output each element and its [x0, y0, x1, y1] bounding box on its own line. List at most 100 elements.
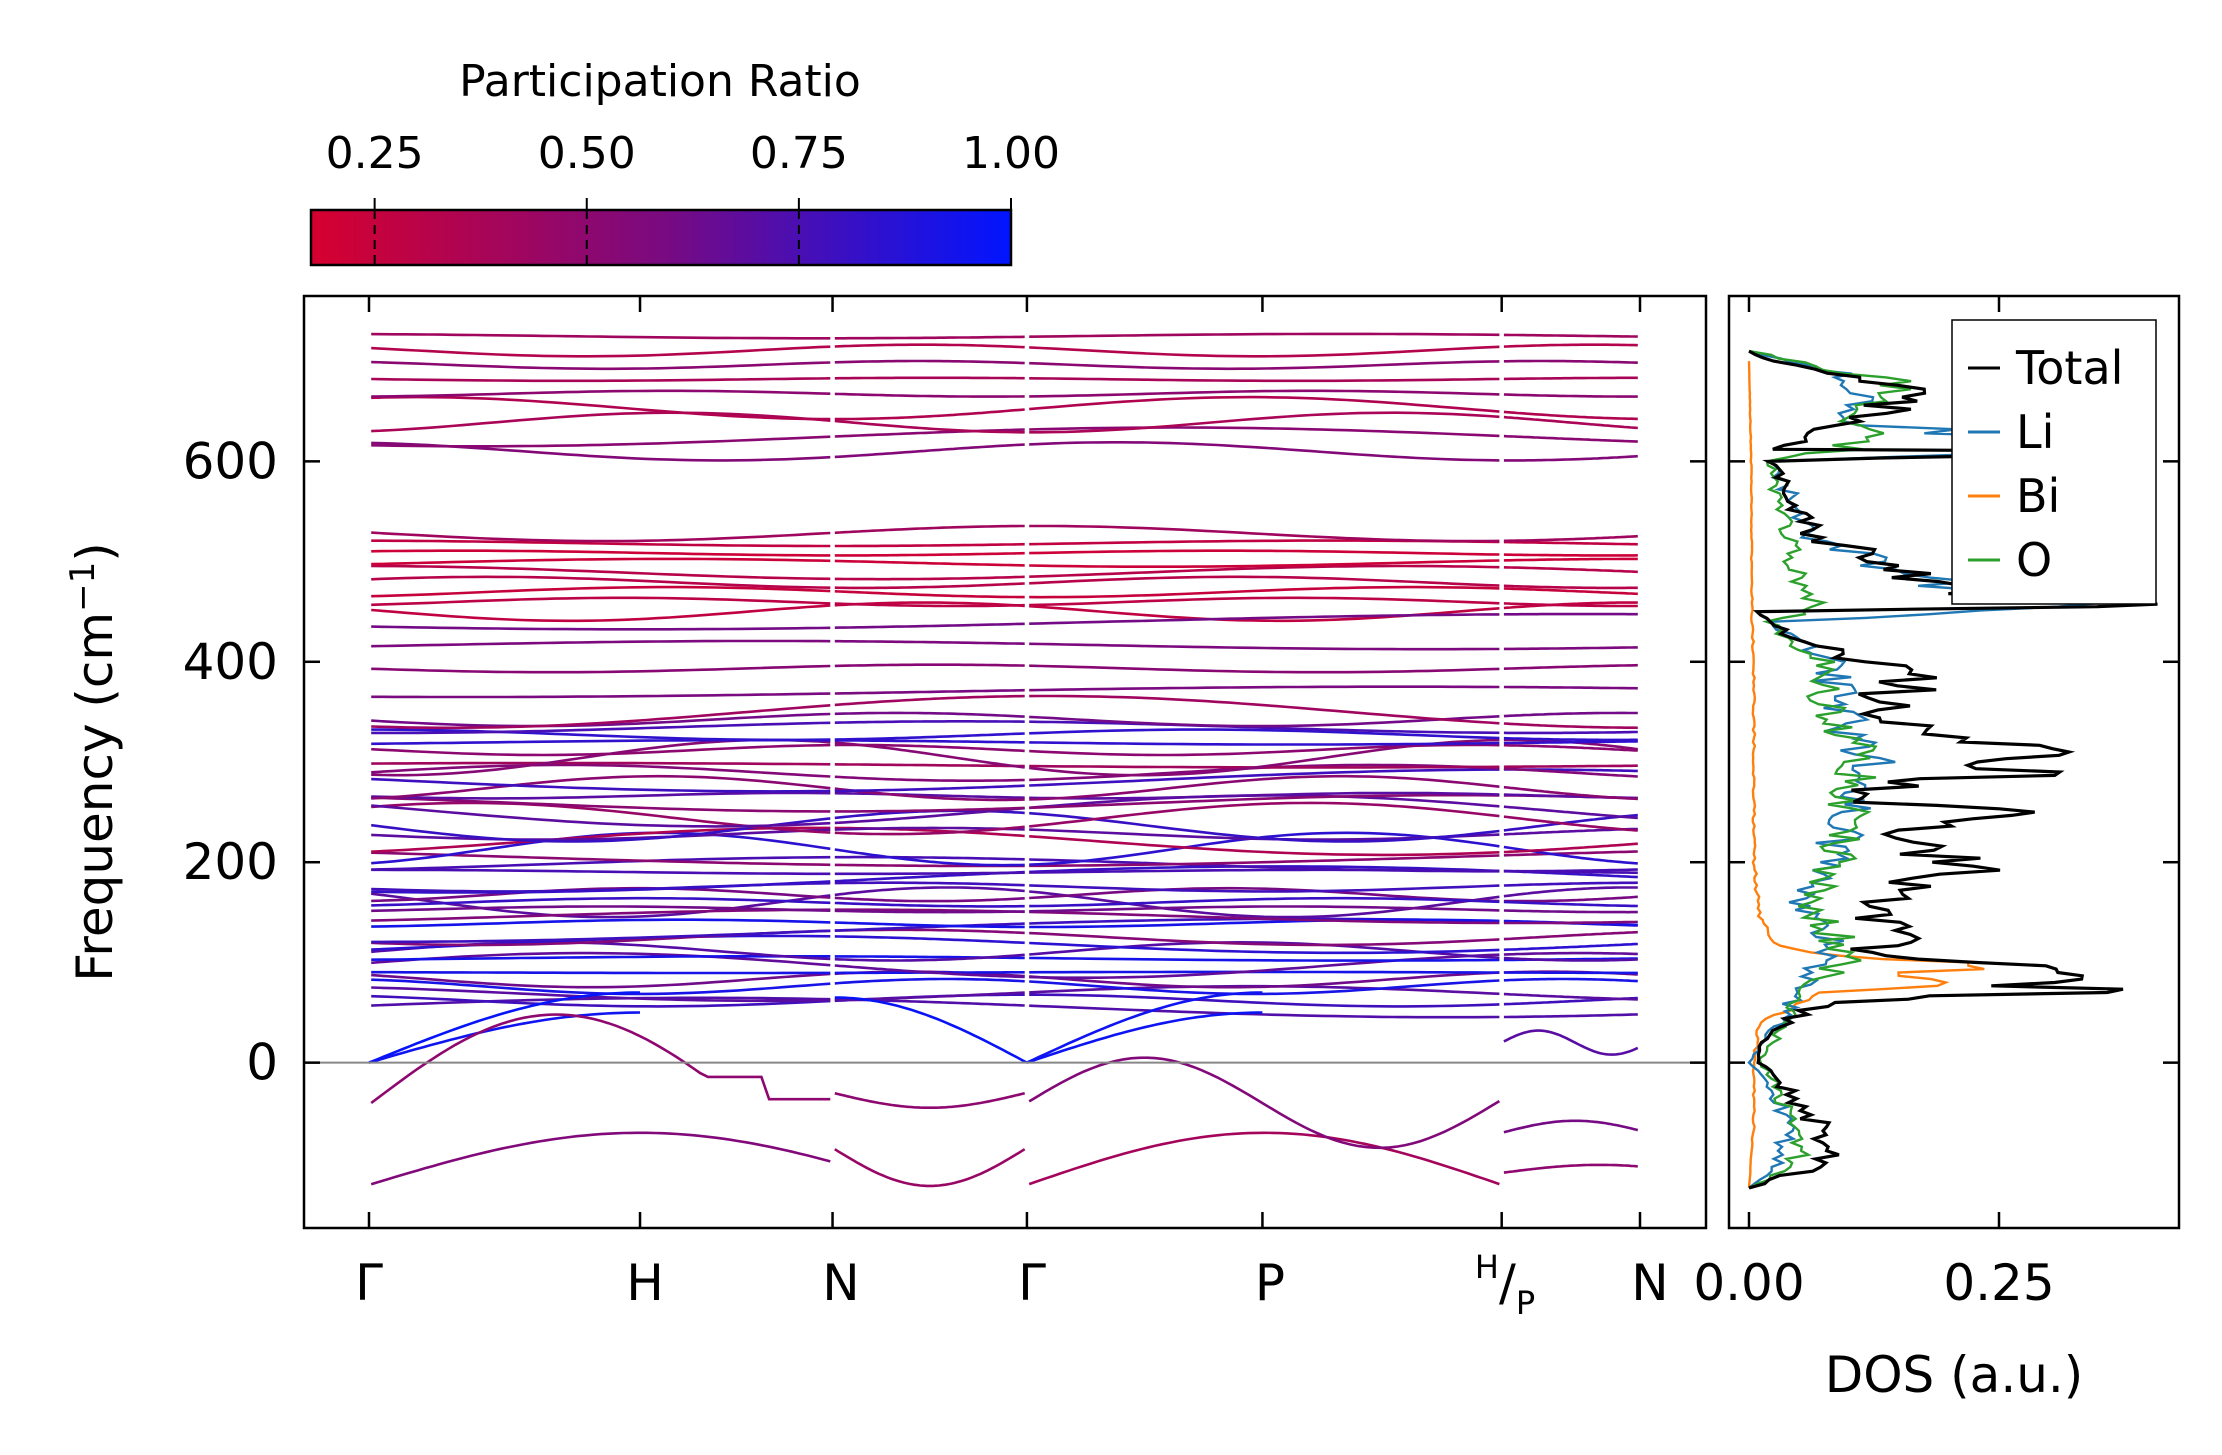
band-y-axis-label: Frequency (cm−1)	[63, 542, 124, 982]
band-line	[1503, 842, 1638, 854]
band-line	[371, 777, 831, 793]
band-line	[1503, 393, 1638, 398]
band-line	[834, 825, 1025, 836]
band-line	[834, 582, 1025, 590]
band-line	[834, 881, 1025, 887]
band-line	[371, 972, 831, 989]
band-line	[1503, 454, 1638, 462]
band-line	[1029, 720, 1500, 735]
band-line	[1029, 993, 1500, 1008]
band-line	[1503, 534, 1638, 543]
band-line	[371, 557, 831, 566]
band-line	[834, 787, 1025, 802]
colorbar-tick-label: 1.00	[962, 128, 1060, 179]
band-line	[834, 602, 1025, 608]
band-line	[1029, 743, 1500, 757]
band-line	[1029, 971, 1500, 989]
band-line	[1028, 1131, 1500, 1186]
band-line	[371, 896, 831, 907]
band-line	[1029, 953, 1500, 979]
dos-x-tick-label: 0.25	[1943, 1254, 2054, 1312]
colorbar-tick-label: 0.50	[538, 128, 636, 179]
band-line	[1503, 359, 1638, 364]
dos-y-ticks	[1729, 460, 2179, 1064]
band-line	[1503, 868, 1638, 873]
band-line	[1029, 559, 1500, 568]
band-line	[368, 1011, 641, 1064]
band-line	[1029, 791, 1500, 800]
band-line	[834, 335, 1025, 340]
band-line	[1503, 1029, 1639, 1056]
band-y-tick-label: 600	[183, 432, 278, 490]
band-line	[834, 743, 1025, 753]
band-line	[371, 395, 831, 421]
band-line	[1503, 333, 1638, 338]
dos-x-tick-label: 0.00	[1693, 1254, 1804, 1312]
band-y-tick-label: 400	[183, 633, 278, 691]
band-line	[1503, 410, 1638, 421]
band-line	[1029, 377, 1500, 383]
band-line	[1029, 910, 1500, 925]
band-line	[371, 761, 831, 766]
band-line	[371, 855, 831, 871]
band-line	[371, 986, 831, 1003]
band-line	[834, 551, 1025, 557]
band-line	[1029, 332, 1500, 338]
band-line	[1029, 549, 1500, 556]
band-line	[371, 996, 831, 1007]
legend-label: Bi	[2016, 469, 2060, 523]
band-line	[1029, 585, 1500, 599]
band-line	[1029, 564, 1500, 578]
kpoint-label-n-1: N	[822, 1254, 859, 1312]
band-line	[1503, 740, 1638, 745]
band-line	[371, 692, 831, 699]
band-line	[1503, 909, 1638, 914]
band-line	[1029, 905, 1500, 913]
band-line	[1503, 743, 1638, 752]
band-line	[371, 721, 831, 735]
band-line	[1029, 395, 1500, 413]
band-line	[371, 664, 831, 674]
colorbar-tick-label: 0.75	[750, 128, 848, 179]
band-line	[371, 531, 831, 543]
band-line	[371, 639, 831, 648]
band-line	[1503, 767, 1638, 778]
band-line	[834, 1148, 1026, 1188]
band-line	[834, 775, 1025, 782]
band-line	[1503, 951, 1638, 956]
band-line	[1029, 741, 1500, 746]
band-line	[1029, 858, 1500, 873]
colorbar-ticks	[373, 198, 1012, 265]
band-line	[1503, 663, 1638, 670]
band-line	[834, 639, 1025, 645]
band-line	[1503, 942, 1638, 952]
band-line	[371, 804, 831, 828]
band-line	[834, 806, 1025, 825]
band-line	[1029, 768, 1500, 787]
band-line	[834, 901, 1025, 908]
band-line	[834, 909, 1025, 914]
band-line	[371, 886, 831, 903]
band-line	[1503, 956, 1638, 962]
band-line	[834, 964, 1025, 979]
band-x-ticks	[367, 296, 1642, 1228]
band-line	[371, 796, 831, 813]
legend-label: O	[2016, 533, 2052, 587]
band-line	[371, 738, 831, 777]
band-line	[1503, 602, 1638, 608]
band-line	[834, 953, 1025, 962]
band-line	[1029, 956, 1500, 962]
band-line	[1503, 434, 1638, 443]
band-line	[1029, 664, 1500, 674]
band-line	[1029, 854, 1500, 868]
band-line	[834, 977, 1025, 985]
band-line	[1029, 411, 1500, 434]
band-line	[1503, 587, 1638, 596]
dos-x-ticks: 0.00 0.25	[1693, 296, 2055, 1312]
band-line	[1503, 343, 1638, 348]
band-line	[371, 763, 831, 778]
band-line	[834, 524, 1025, 535]
band-line	[834, 419, 1025, 434]
band-line	[834, 1092, 1025, 1109]
